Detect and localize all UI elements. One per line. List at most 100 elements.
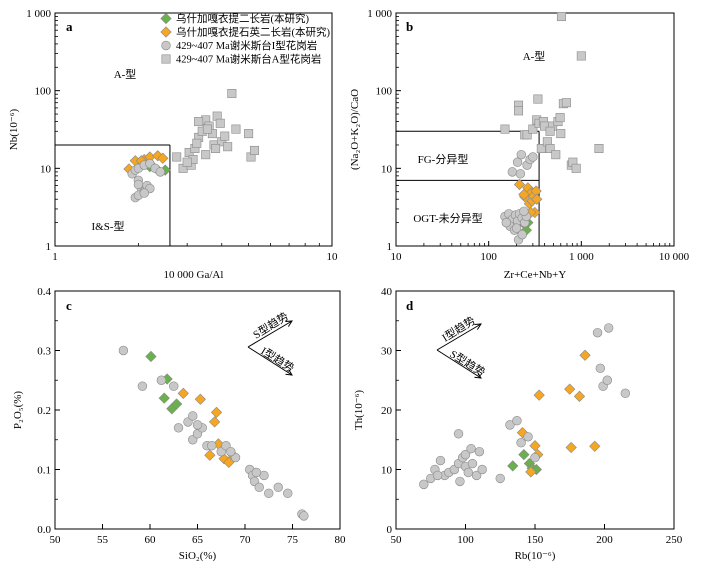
data-point-orange	[579, 349, 591, 361]
y-tick-label: 0.4	[37, 286, 51, 298]
y-tick-label: 0.3	[37, 346, 51, 358]
y-tick-label: 10	[40, 163, 52, 175]
data-point-itype	[530, 452, 540, 463]
field-label: A-型	[523, 49, 546, 63]
data-point-itype	[419, 479, 429, 490]
data-point-itype	[192, 420, 203, 430]
data-point-itype	[207, 441, 217, 451]
plot-frame	[54, 12, 333, 247]
data-point-orange	[565, 441, 577, 454]
field-label: I&S-型	[92, 219, 125, 233]
data-point-itype	[512, 157, 523, 167]
y-tick-label: 10	[381, 465, 393, 477]
data-point-atype	[220, 131, 230, 141]
legend-marker-itype	[161, 40, 171, 51]
data-point-itype	[519, 206, 529, 216]
data-point-orange	[204, 449, 216, 461]
y-tick-label: 1 000	[26, 8, 51, 20]
data-point-itype	[517, 229, 527, 240]
data-point-atype	[500, 124, 510, 134]
data-point-green	[158, 392, 170, 404]
x-tick-label: 10	[327, 251, 339, 263]
data-point-itype	[453, 429, 464, 439]
x-tick-label: 200	[596, 534, 613, 546]
data-point-itype	[133, 179, 144, 190]
data-point-itype	[455, 476, 465, 487]
y-tick-label: 0.0	[37, 524, 51, 536]
data-point-atype	[551, 150, 561, 160]
data-point-orange	[513, 178, 526, 191]
data-point-itype	[495, 473, 505, 484]
data-point-green	[145, 350, 157, 363]
y-tick-label: 30	[381, 346, 393, 358]
data-point-atype	[556, 129, 566, 139]
data-point-itype	[118, 345, 129, 356]
data-point-itype	[137, 381, 148, 391]
data-point-atype	[539, 121, 549, 131]
data-point-itype	[466, 443, 476, 454]
data-point-itype	[603, 323, 614, 333]
data-point-atype	[202, 124, 212, 134]
legend-marker-atype	[161, 54, 171, 64]
panel-letter: b	[406, 19, 413, 34]
data-point-atype	[528, 124, 538, 134]
x-tick-label: 100	[480, 251, 497, 263]
y-tick-label: 0.2	[37, 405, 51, 417]
data-point-atype	[215, 118, 225, 128]
data-point-atype	[172, 152, 182, 162]
x-axis-label: 10 000 Ga/Al	[164, 269, 224, 281]
plot-frame	[395, 12, 675, 247]
data-point-itype	[515, 169, 526, 179]
data-point-atype	[192, 138, 202, 148]
y-tick-label: 1	[387, 241, 393, 253]
data-point-itype	[463, 467, 473, 478]
x-tick-label: 50	[391, 534, 403, 546]
data-point-itype	[188, 411, 198, 421]
y-axis-label: P₂O₅(%)	[12, 391, 24, 430]
data-point-atype	[571, 163, 581, 173]
data-point-atype	[514, 106, 524, 116]
data-point-itype	[155, 167, 166, 177]
data-point-atype	[536, 144, 546, 154]
data-point-atype	[594, 144, 604, 154]
panel-d: 50 100 150 200 250 0 10 20 30 40 Rb(10⁻⁶) Th(10⁻⁶) d…	[353, 286, 683, 562]
data-point-atype	[249, 145, 259, 155]
data-point-itype	[460, 449, 471, 460]
x-tick-label: 55	[97, 534, 109, 546]
data-point-itype	[273, 482, 283, 493]
x-axis-label: SiO₂(%)	[179, 550, 217, 562]
data-point-itype	[254, 482, 264, 493]
data-point-orange	[564, 383, 576, 395]
data-point-itype	[505, 420, 515, 430]
data-point-green	[507, 460, 519, 472]
trend-arrow-down	[247, 346, 292, 375]
y-axis-label: Nb(10⁻⁶)	[8, 108, 20, 150]
x-tick-label: 250	[666, 534, 683, 546]
y-axis-label: (Na₂O+K₂O)/CaO	[349, 89, 361, 170]
x-tick-label: 10 000	[659, 251, 690, 263]
trend-arrow-up	[436, 324, 481, 351]
x-tick-label: 100	[457, 534, 474, 546]
y-tick-label: 1	[46, 241, 52, 253]
data-point-itype	[435, 455, 446, 466]
data-point-atype	[555, 113, 565, 123]
data-point-atype	[522, 130, 532, 140]
data-point-orange	[518, 188, 530, 201]
data-point-itype	[433, 470, 443, 481]
x-tick-label: 60	[145, 534, 157, 546]
data-point-atype	[194, 117, 204, 127]
data-point-orange	[533, 389, 545, 401]
data-point-atype	[227, 88, 237, 98]
data-point-atype	[201, 150, 211, 160]
data-point-atype	[545, 144, 555, 154]
x-tick-label: 50	[50, 534, 62, 546]
data-point-orange	[177, 387, 189, 399]
x-tick-label: 75	[287, 534, 299, 546]
data-point-atype	[561, 98, 571, 108]
data-point-atype	[545, 126, 555, 136]
data-point-itype	[592, 327, 603, 338]
data-point-orange	[589, 440, 601, 452]
data-point-orange	[525, 466, 537, 478]
